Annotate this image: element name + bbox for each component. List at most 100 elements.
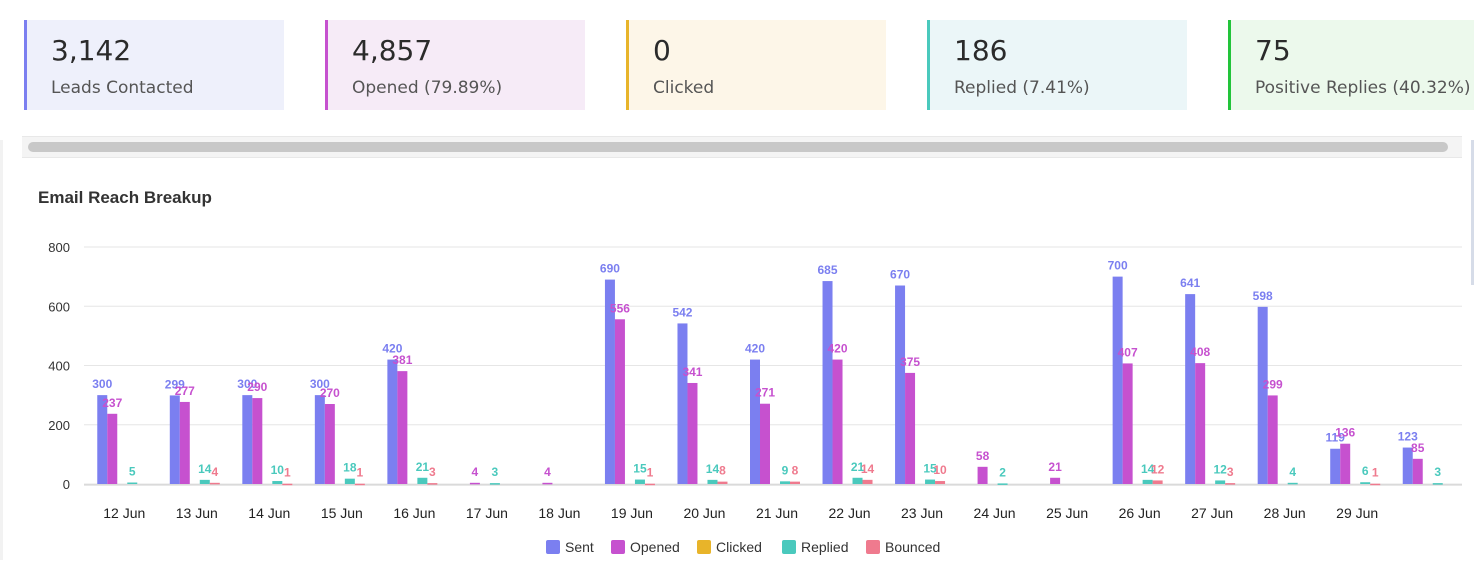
x-tick-label: 28 Jun bbox=[1264, 505, 1306, 521]
bar-opened bbox=[542, 482, 553, 485]
data-label-opened: 136 bbox=[1335, 426, 1355, 440]
data-label-sent: 598 bbox=[1253, 289, 1273, 303]
x-tick-label: 29 Jun bbox=[1336, 505, 1378, 521]
data-label-opened: 4 bbox=[544, 465, 551, 479]
bar-replied bbox=[417, 477, 428, 484]
x-tick-label: 12 Jun bbox=[103, 505, 145, 521]
data-label-replied: 3 bbox=[492, 465, 499, 479]
x-tick-label: 27 Jun bbox=[1191, 505, 1233, 521]
data-label-replied: 4 bbox=[1289, 465, 1296, 479]
data-label-opened: 290 bbox=[247, 380, 267, 394]
x-tick-label: 19 Jun bbox=[611, 505, 653, 521]
bar-opened bbox=[832, 359, 843, 484]
data-label-sent: 685 bbox=[818, 263, 838, 277]
data-label-sent: 119 bbox=[1326, 431, 1346, 445]
data-label-replied: 5 bbox=[129, 465, 136, 479]
data-label-replied: 10 bbox=[271, 463, 285, 477]
y-tick-label: 400 bbox=[48, 359, 70, 374]
data-label-opened: 271 bbox=[755, 386, 775, 400]
data-label-opened: 556 bbox=[610, 301, 630, 315]
bar-sent bbox=[604, 279, 615, 484]
legend-swatch-sent bbox=[546, 540, 560, 554]
legend-swatch-replied bbox=[782, 540, 796, 554]
data-label-bounced: 3 bbox=[1227, 465, 1234, 479]
x-tick-label: 17 Jun bbox=[466, 505, 508, 521]
data-label-opened: 237 bbox=[102, 396, 122, 410]
stat-card-clicked: 0 Clicked bbox=[626, 20, 886, 110]
bar-opened bbox=[614, 319, 625, 484]
bar-opened bbox=[469, 482, 480, 485]
stat-label: Positive Replies (40.32%) bbox=[1255, 78, 1471, 98]
data-label-sent: 299 bbox=[165, 377, 185, 391]
data-label-replied: 12 bbox=[1213, 462, 1227, 476]
legend-label-bounced: Bounced bbox=[885, 539, 940, 555]
bar-bounced bbox=[427, 483, 438, 485]
bar-bounced bbox=[209, 482, 220, 485]
data-label-sent: 123 bbox=[1398, 430, 1418, 444]
stat-card-opened: 4,857 Opened (79.89%) bbox=[325, 20, 585, 110]
bar-sent bbox=[1330, 448, 1341, 484]
bar-sent bbox=[1402, 447, 1413, 484]
data-label-replied: 6 bbox=[1362, 464, 1369, 478]
data-label-opened: 85 bbox=[1411, 441, 1425, 455]
y-tick-label: 800 bbox=[48, 240, 70, 255]
legend-label-opened: Opened bbox=[630, 539, 680, 555]
bar-opened bbox=[1122, 363, 1133, 484]
data-label-bounced: 1 bbox=[356, 466, 363, 480]
bar-replied bbox=[1287, 482, 1298, 485]
legend-swatch-clicked bbox=[697, 540, 711, 554]
data-label-bounced: 8 bbox=[719, 464, 726, 478]
bar-sent bbox=[97, 395, 108, 484]
data-label-sent: 300 bbox=[92, 377, 112, 391]
x-tick-label: 18 Jun bbox=[538, 505, 580, 521]
x-tick-label: 22 Jun bbox=[829, 505, 871, 521]
vertical-scrollbar[interactable] bbox=[1471, 140, 1474, 285]
data-label-bounced: 14 bbox=[861, 462, 875, 476]
bar-sent bbox=[750, 359, 760, 484]
x-tick-label: 24 Jun bbox=[974, 505, 1016, 521]
x-tick-label: 23 Jun bbox=[901, 505, 943, 521]
data-label-replied: 21 bbox=[851, 460, 865, 474]
bar-sent bbox=[1185, 294, 1196, 484]
bar-bounced bbox=[1225, 483, 1236, 485]
bar-replied bbox=[489, 483, 500, 485]
bar-opened bbox=[397, 371, 408, 484]
bar-replied bbox=[272, 481, 283, 484]
data-label-opened: 277 bbox=[175, 384, 195, 398]
bar-replied bbox=[780, 481, 790, 484]
data-label-opened: 407 bbox=[1118, 345, 1138, 359]
x-tick-label: 15 Jun bbox=[321, 505, 363, 521]
horizontal-scrollbar[interactable] bbox=[22, 136, 1462, 158]
x-tick-label: 20 Jun bbox=[683, 505, 725, 521]
bar-sent bbox=[1112, 276, 1123, 484]
chart-title: Email Reach Breakup bbox=[38, 188, 212, 207]
data-label-sent: 420 bbox=[745, 342, 765, 356]
data-label-replied: 21 bbox=[416, 460, 430, 474]
bar-opened bbox=[687, 382, 698, 484]
bar-sent bbox=[677, 323, 688, 484]
bar-replied bbox=[1432, 483, 1443, 485]
bar-replied bbox=[707, 479, 718, 484]
data-label-replied: 15 bbox=[633, 462, 647, 476]
data-label-replied: 3 bbox=[1434, 465, 1441, 479]
stat-label: Replied (7.41%) bbox=[954, 78, 1090, 98]
data-label-bounced: 10 bbox=[933, 463, 947, 477]
bar-bounced bbox=[1152, 480, 1163, 484]
bar-sent bbox=[169, 395, 180, 484]
y-tick-label: 600 bbox=[48, 299, 70, 314]
x-tick-label: 13 Jun bbox=[176, 505, 218, 521]
bar-sent bbox=[387, 359, 398, 484]
bar-sent bbox=[314, 395, 325, 484]
stat-value: 3,142 bbox=[51, 34, 132, 67]
stat-card-positive: 75 Positive Replies (40.32%) bbox=[1228, 20, 1474, 110]
scrollbar-thumb[interactable] bbox=[28, 142, 1448, 152]
legend-label-clicked: Clicked bbox=[716, 539, 762, 555]
legend-swatch-bounced bbox=[866, 540, 880, 554]
data-label-opened: 4 bbox=[472, 465, 479, 479]
bar-bounced bbox=[354, 483, 365, 486]
stat-value: 186 bbox=[954, 34, 1008, 67]
y-tick-label: 0 bbox=[63, 477, 70, 492]
bar-opened bbox=[1050, 477, 1061, 484]
bar-bounced bbox=[862, 479, 873, 484]
